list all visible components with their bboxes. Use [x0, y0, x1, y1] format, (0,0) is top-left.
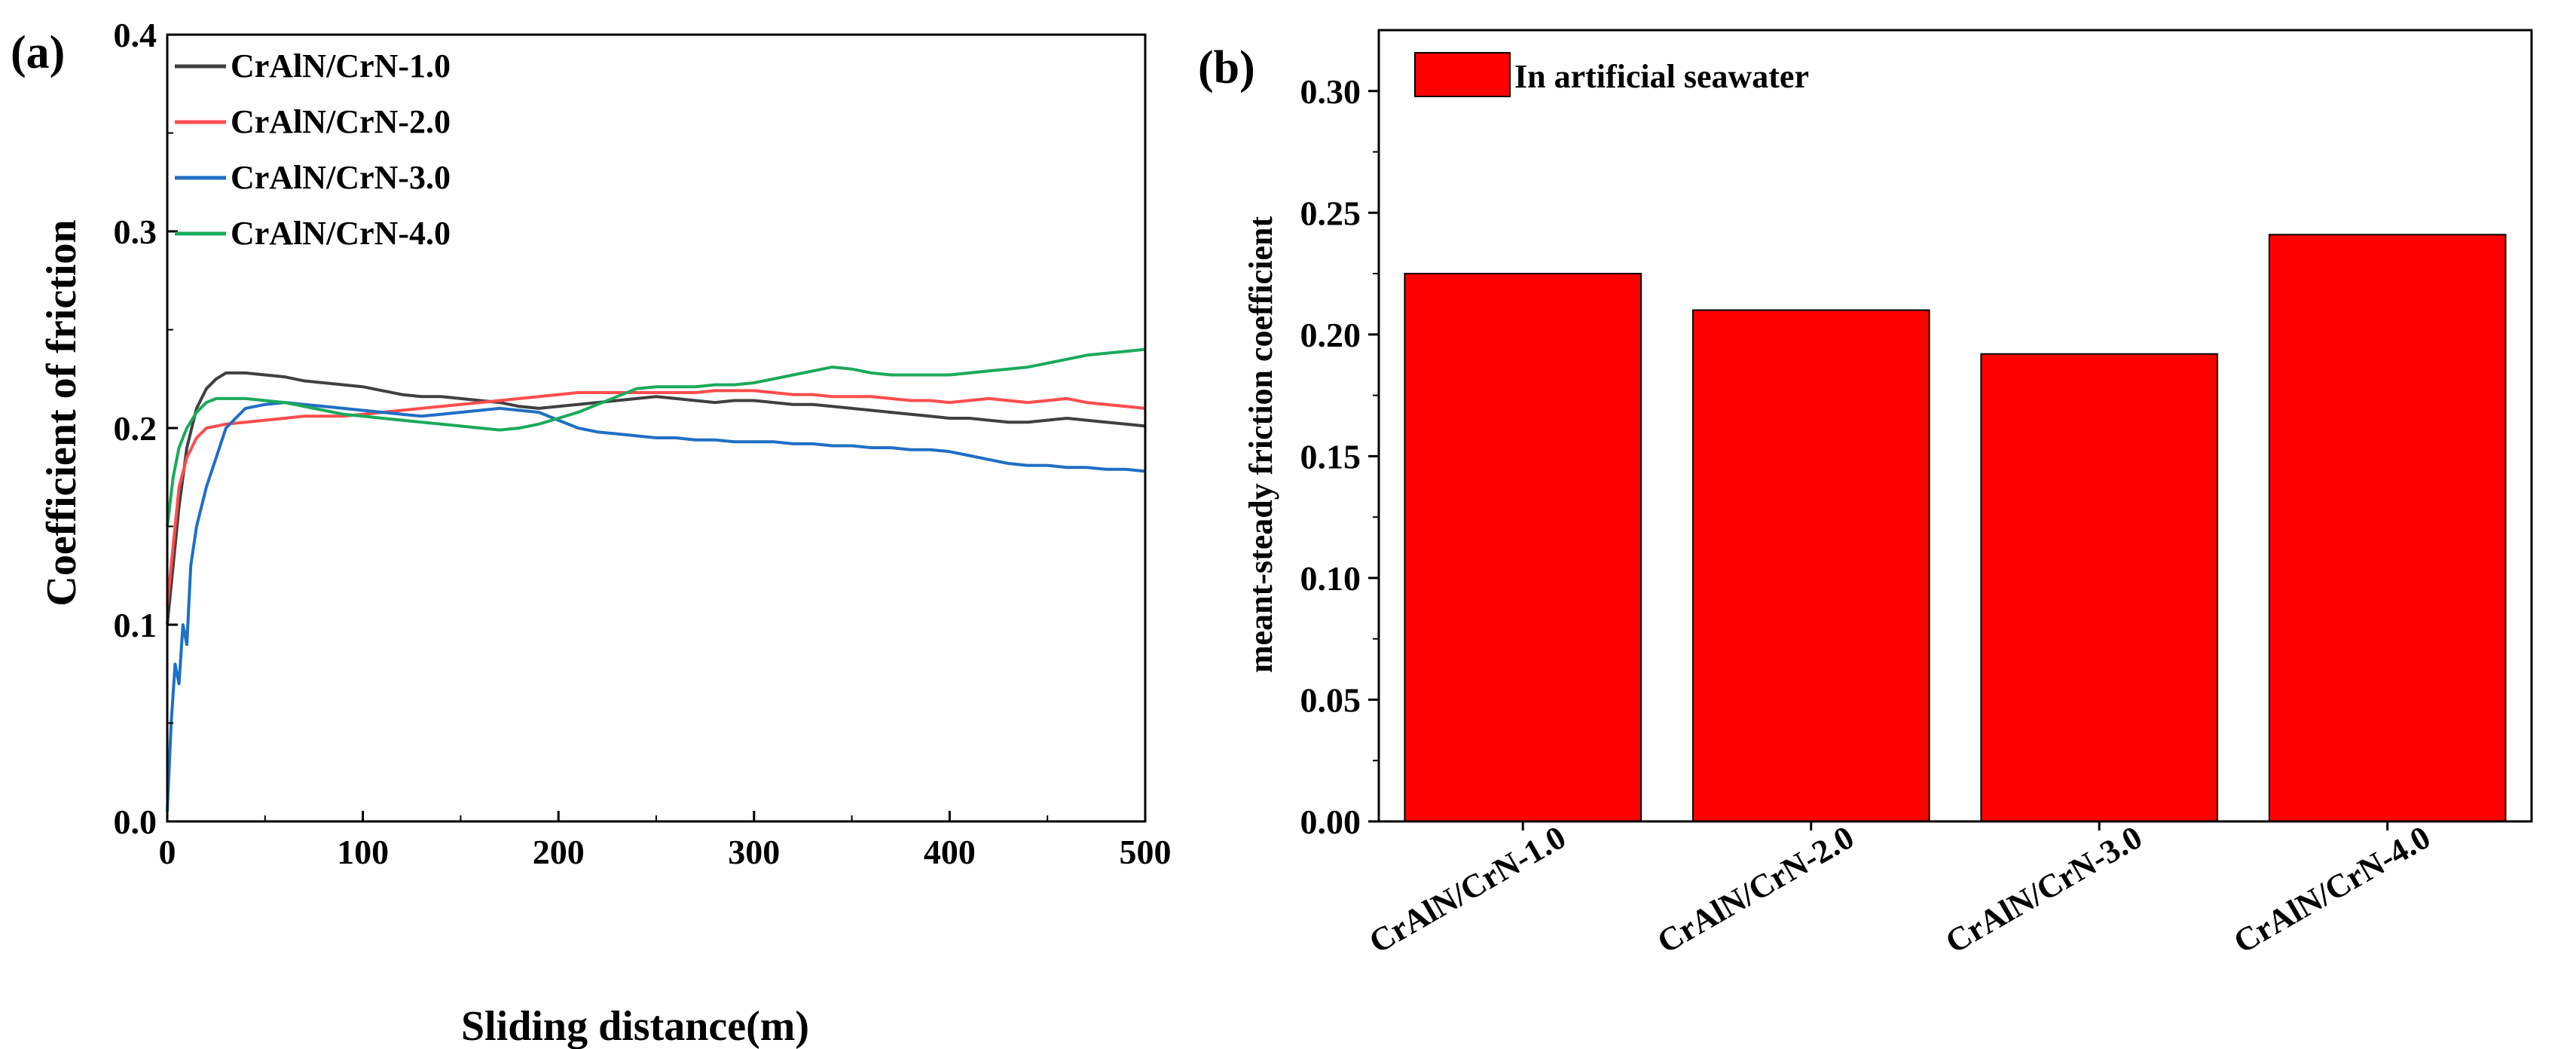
y-tick-label: 0.4	[114, 16, 157, 54]
x-category-label-4: CrAlN/CrN-4.0	[2227, 818, 2436, 960]
legend-label-3: CrAlN/CrN-3.0	[231, 159, 451, 196]
panel-a-line-chart: (a) 0 100 200 300 400 500 0.0 0.1 0.2 0.3 0.4 CrAlN…	[11, 16, 1172, 1049]
bar-3	[1980, 353, 2219, 822]
legend-label-4: CrAlN/CrN-4.0	[231, 215, 451, 252]
panel-a-label: (a)	[11, 27, 65, 78]
legend-label-2: CrAlN/CrN-2.0	[231, 103, 451, 140]
y-tick-label: 0.3	[114, 213, 157, 251]
series-line-2	[166, 389, 1146, 606]
panel-b-label: (b)	[1198, 42, 1255, 93]
y-tick-label: 0.1	[114, 606, 157, 644]
bar-2	[1691, 309, 1930, 822]
x-tick-label: 0	[159, 833, 176, 871]
y-tick-label: 0.2	[114, 409, 157, 448]
series-line-1	[166, 371, 1146, 625]
panel-a-axes-frame	[166, 33, 1147, 823]
legend-label: In artificial seawater	[1514, 58, 1809, 95]
series-line-3	[166, 401, 1146, 812]
panel-b-axes-frame	[1377, 29, 2533, 823]
panel-a-y-axis-label: Coefficient of friction	[38, 219, 85, 606]
panel-b-plot-area: CrAlN/CrN-1.0 CrAlN/CrN-2.0 CrAlN/CrN-3.0 C…	[1300, 29, 2533, 961]
bar-4	[2268, 234, 2507, 822]
y-tick-label: 0.25	[1300, 194, 1361, 232]
y-tick-label: 0.05	[1300, 680, 1361, 719]
panel-b-y-axis-label: meant-steady friction coefficient	[1242, 216, 1279, 673]
series-line-4	[166, 347, 1146, 527]
legend-swatch	[1414, 52, 1511, 97]
panel-a-plot-area: 0 100 200 300 400 500 0.0 0.1 0.2 0.3 0.4 CrAlN/CrN…	[114, 16, 1172, 871]
bar-1	[1404, 273, 1642, 823]
x-tick-label: 200	[533, 833, 585, 871]
panel-b-bar-chart: (b) CrAlN/CrN-1.0 CrAlN/CrN-2.0 CrAlN/CrN-…	[1198, 29, 2533, 961]
x-tick-label: 100	[337, 833, 389, 871]
panel-a-x-axis-label: Sliding distance(m)	[461, 1003, 809, 1049]
x-category-label-2: CrAlN/CrN-2.0	[1651, 818, 1859, 960]
legend-label-1: CrAlN/CrN-1.0	[231, 47, 451, 84]
y-tick-label: 0.30	[1300, 72, 1361, 111]
x-tick-label: 500	[1120, 833, 1172, 871]
x-tick-label: 400	[924, 833, 976, 871]
x-category-label-1: CrAlN/CrN-1.0	[1363, 818, 1572, 960]
y-tick-label: 0.0	[114, 803, 157, 841]
y-tick-label: 0.20	[1300, 316, 1361, 354]
x-category-label-3: CrAlN/CrN-3.0	[1939, 818, 2148, 960]
y-tick-label: 0.15	[1300, 437, 1361, 476]
x-tick-label: 300	[728, 833, 780, 871]
y-tick-label: 0.00	[1300, 803, 1361, 841]
y-tick-label: 0.10	[1300, 559, 1361, 598]
